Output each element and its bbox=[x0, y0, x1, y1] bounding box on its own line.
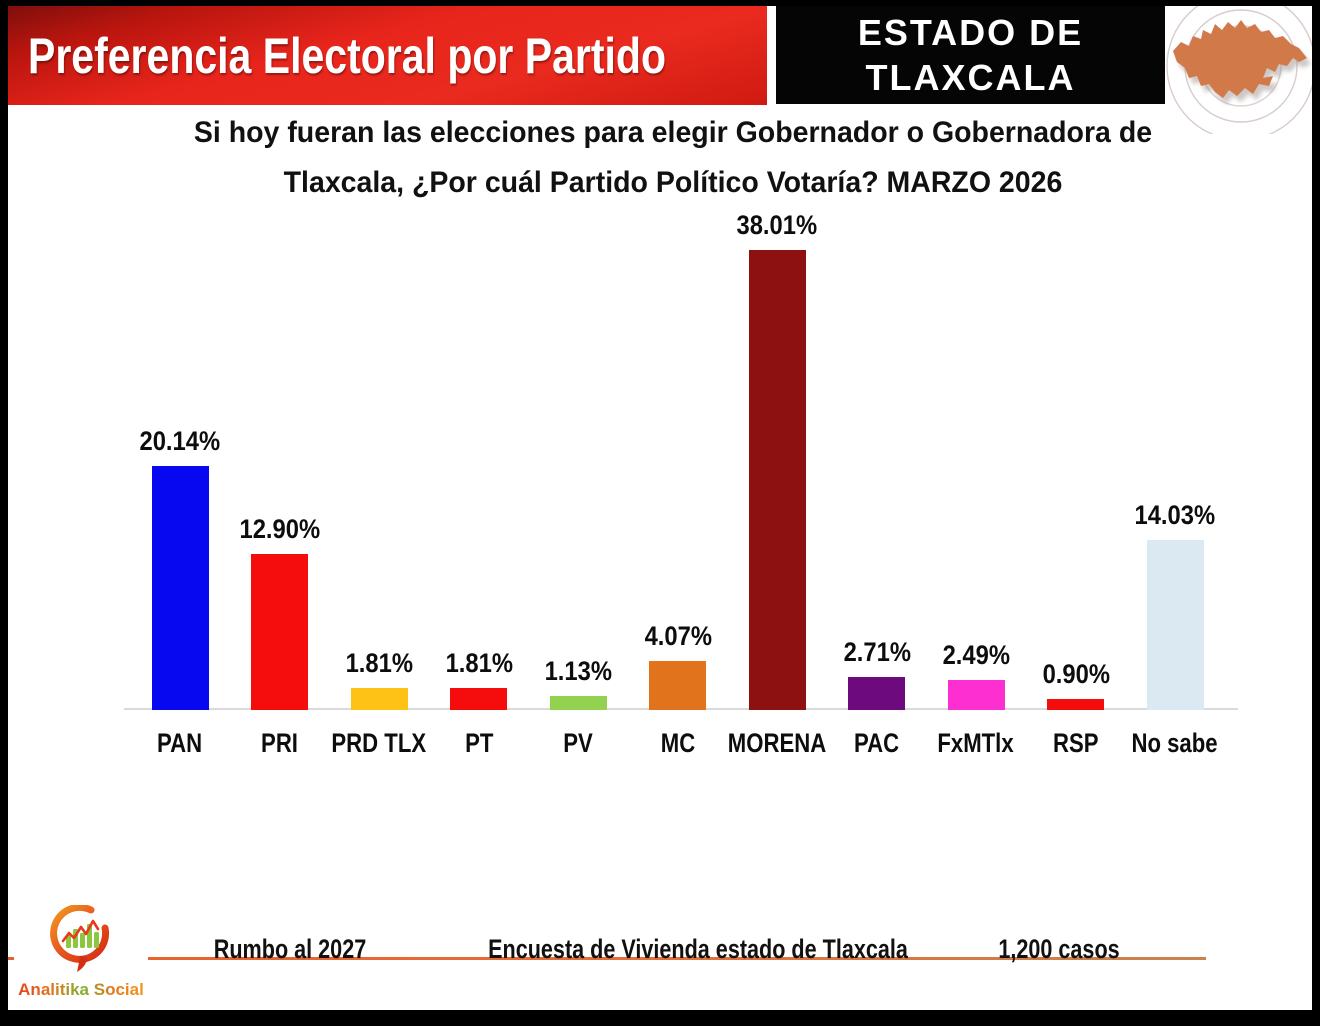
state-name-line2: TLAXCALA bbox=[865, 57, 1076, 98]
state-name-line1: ESTADO DE bbox=[857, 12, 1084, 53]
bar-PRI bbox=[251, 554, 308, 710]
bar-PV bbox=[550, 696, 607, 710]
tlaxcala-map-icon bbox=[1166, 6, 1312, 134]
category-label-FxMTlx: FxMTlx bbox=[937, 728, 1015, 758]
value-label-MORENA: 38.01% bbox=[736, 210, 818, 240]
survey-question-line1: Si hoy fueran las elecciones para elegir… bbox=[193, 116, 1153, 149]
bar-No sabe bbox=[1147, 540, 1204, 710]
category-label-MC: MC bbox=[660, 728, 696, 758]
value-label-PAN: 20.14% bbox=[139, 426, 221, 456]
bar-chart: 20.14% PAN 12.90% PRI 1.81% PRD TLX 1.81% PT 1.1… bbox=[8, 6, 1312, 1010]
category-label-PAC: PAC bbox=[854, 728, 900, 758]
category-label-PRD TLX: PRD TLX bbox=[331, 728, 427, 758]
slide-content: Preferencia Electoral por Partido ESTADO… bbox=[8, 6, 1312, 1010]
category-label-RSP: RSP bbox=[1053, 728, 1099, 758]
value-label-MC: 4.07% bbox=[644, 621, 712, 651]
category-label-MORENA: MORENA bbox=[727, 728, 827, 758]
category-label-PAN: PAN bbox=[157, 728, 203, 758]
value-label-FxMTlx: 2.49% bbox=[942, 640, 1010, 670]
title-banner: Preferencia Electoral por Partido bbox=[8, 6, 767, 105]
bar-FxMTlx bbox=[948, 680, 1005, 710]
page-title: Preferencia Electoral por Partido bbox=[28, 27, 667, 84]
footer-note-right: 1,200 casos bbox=[998, 934, 1120, 964]
category-label-No sabe: No sabe bbox=[1131, 728, 1219, 758]
analitika-logo: Analitika Social bbox=[14, 899, 148, 1010]
category-label-PRI: PRI bbox=[261, 728, 299, 758]
value-label-PT: 1.81% bbox=[445, 648, 513, 678]
state-banner: ESTADO DE TLAXCALA bbox=[776, 6, 1165, 104]
analitika-logo-text: Analitika Social bbox=[14, 980, 148, 1000]
footer-note-center: Encuesta de Vivienda estado de Tlaxcala bbox=[488, 934, 908, 964]
bar-PT bbox=[450, 688, 507, 710]
state-map-box bbox=[1165, 6, 1312, 134]
footer-divider bbox=[8, 957, 1206, 960]
category-label-PT: PT bbox=[464, 728, 494, 758]
bar-PAC bbox=[848, 677, 905, 710]
bar-MORENA bbox=[749, 250, 806, 710]
bar-PAN bbox=[152, 466, 209, 710]
category-label-PV: PV bbox=[563, 728, 593, 758]
survey-question: Si hoy fueran las elecciones para elegir… bbox=[33, 112, 1313, 212]
analitika-logo-icon bbox=[50, 903, 110, 972]
bar-RSP bbox=[1047, 699, 1104, 710]
value-label-PRD TLX: 1.81% bbox=[345, 648, 413, 678]
value-label-PAC: 2.71% bbox=[843, 637, 911, 667]
bar-PRD TLX bbox=[351, 688, 408, 710]
value-label-RSP: 0.90% bbox=[1042, 659, 1110, 689]
value-label-No sabe: 14.03% bbox=[1134, 500, 1216, 530]
bar-MC bbox=[649, 661, 706, 710]
survey-question-line2: Tlaxcala, ¿Por cuál Partido Político Vot… bbox=[283, 166, 1063, 199]
footer-note-left: Rumbo al 2027 bbox=[213, 934, 367, 964]
value-label-PRI: 12.90% bbox=[239, 514, 321, 544]
value-label-PV: 1.13% bbox=[544, 656, 612, 686]
